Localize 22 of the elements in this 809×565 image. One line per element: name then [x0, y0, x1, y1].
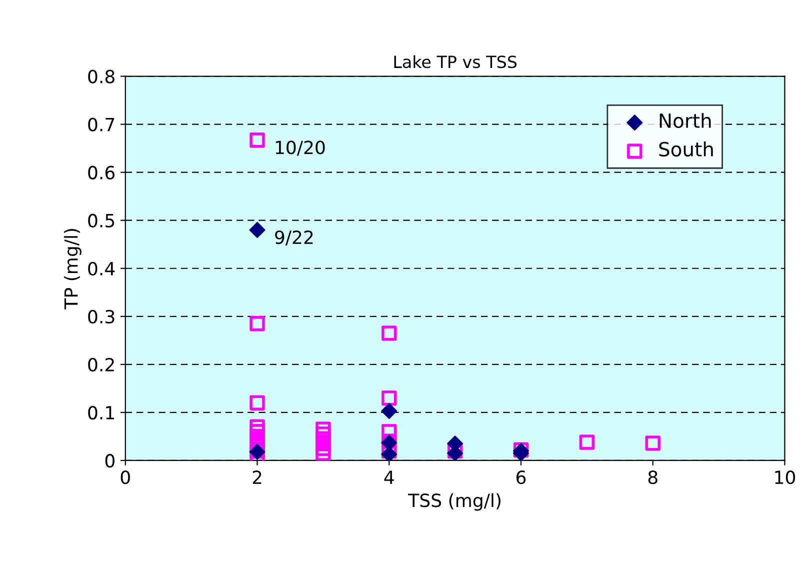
y-tick-label: 0.7	[88, 118, 114, 132]
legend-label: South	[659, 142, 713, 157]
y-tick-label: 0.6	[88, 166, 115, 180]
y-tick-label: 0.3	[88, 310, 114, 324]
x-tick-label: 10	[775, 470, 796, 484]
x-tick-label: 4	[384, 470, 394, 484]
y-tick-label: 0.8	[88, 70, 114, 84]
x-tick-label: 8	[648, 470, 658, 484]
y-tick-label: 0.4	[88, 262, 115, 276]
x-tick-label: 6	[516, 470, 526, 484]
x-axis-title: TSS (mg/l)	[408, 493, 500, 511]
legend-label: North	[660, 112, 711, 128]
chart-title: Lake TP vs TSS	[394, 55, 517, 68]
x-tick-label: 0	[120, 470, 130, 484]
annotation: 10/20	[276, 140, 325, 156]
annotation: 9/22	[275, 230, 313, 246]
y-tick-label: 0.1	[88, 406, 114, 420]
y-axis-title: TP (mg/l)	[64, 228, 82, 310]
x-tick-label: 2	[252, 470, 262, 484]
y-tick-label: 0	[105, 454, 114, 468]
y-tick-label: 0.5	[88, 214, 114, 228]
y-tick-label: 0.2	[88, 358, 114, 372]
